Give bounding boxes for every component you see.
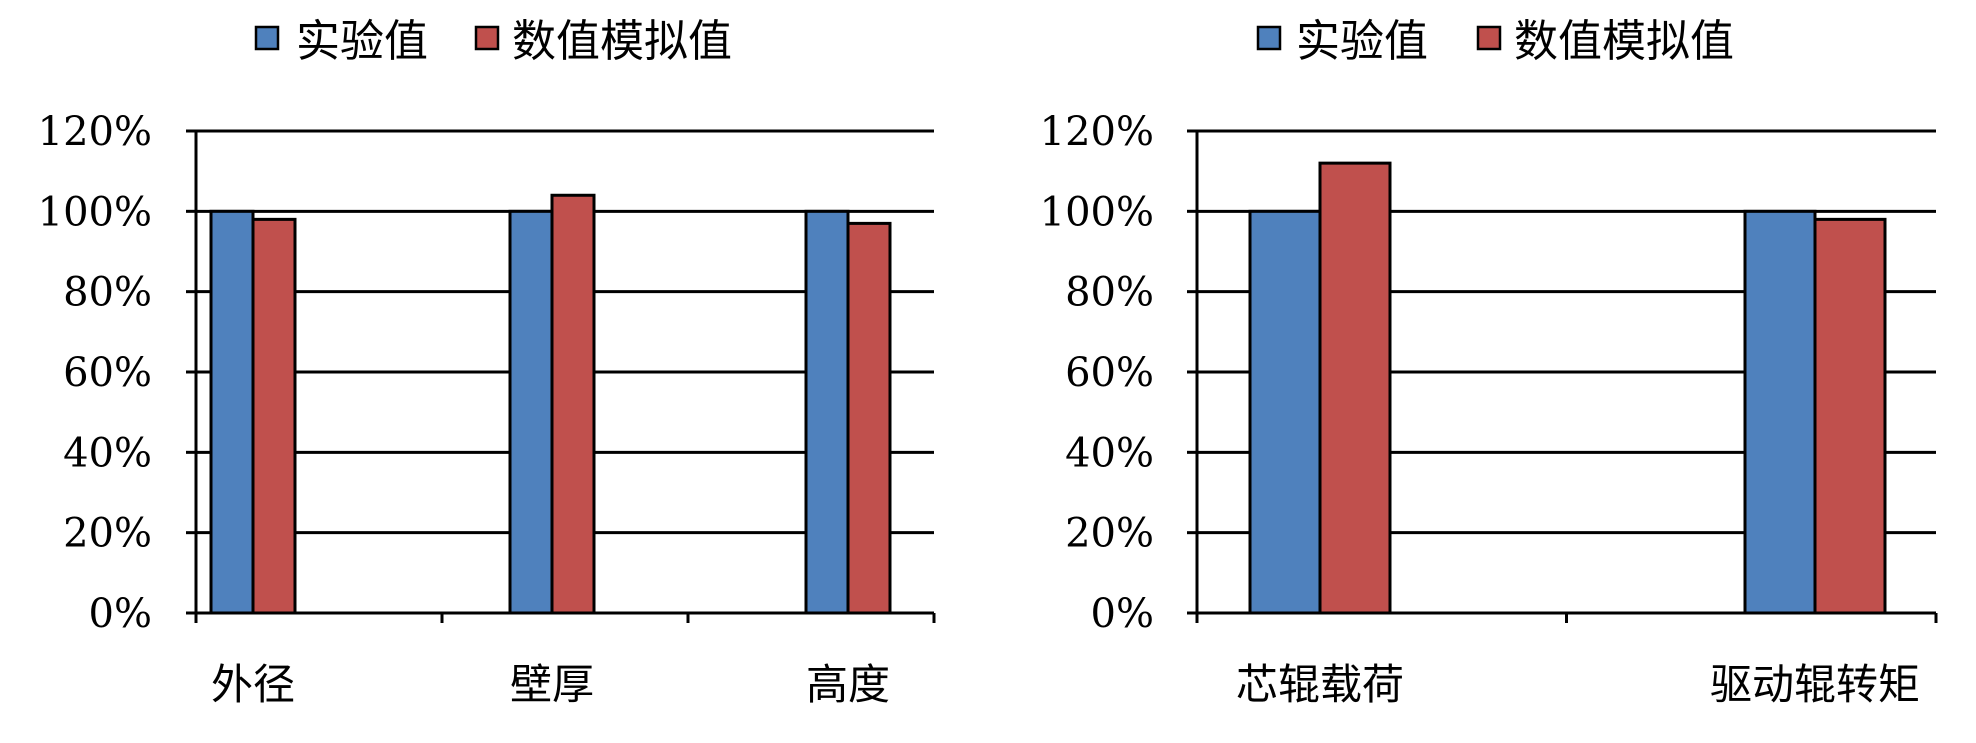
chart2-y-tick-label: 60% bbox=[1065, 350, 1154, 396]
chart1-category-label: 外径 bbox=[211, 660, 295, 709]
chart1-y-tick-label: 60% bbox=[63, 350, 152, 396]
chart2-category-label: 驱动辊转矩 bbox=[1710, 660, 1920, 709]
chart1-legend-label: 实验值 bbox=[296, 16, 428, 67]
chart2-legend-label: 实验值 bbox=[1296, 16, 1428, 67]
chart1-bar bbox=[508, 209, 554, 615]
chart1-category-label: 高度 bbox=[806, 660, 890, 709]
chart2-bar bbox=[1248, 209, 1322, 615]
chart1-category-label: 壁厚 bbox=[510, 660, 594, 709]
chart2-y-tick-label: 0% bbox=[1091, 591, 1154, 637]
chart1-bar bbox=[550, 193, 596, 615]
chart2-bar bbox=[1813, 217, 1887, 615]
chart1-y-tick-label: 80% bbox=[63, 270, 152, 316]
chart2-y-tick-label: 120% bbox=[1040, 109, 1154, 155]
chart2-bar bbox=[1743, 209, 1817, 615]
chart2-legend-swatch bbox=[1256, 25, 1282, 51]
chart2-legend-swatch bbox=[1476, 25, 1502, 51]
chart1-bar bbox=[251, 217, 297, 615]
chart1-bar bbox=[209, 209, 255, 615]
chart1-y-tick-label: 120% bbox=[38, 109, 152, 155]
chart1-bar bbox=[846, 221, 892, 615]
chart1-legend-swatch bbox=[474, 25, 500, 51]
chart2-y-tick-label: 20% bbox=[1065, 511, 1154, 557]
chart1-y-tick-label: 40% bbox=[63, 430, 152, 476]
chart1-legend-swatch bbox=[254, 25, 280, 51]
chart2-category-label: 芯辊载荷 bbox=[1236, 660, 1404, 709]
chart1-bar bbox=[804, 209, 850, 615]
chart2-y-tick-label: 40% bbox=[1065, 430, 1154, 476]
chart2-legend-label: 数值模拟值 bbox=[1514, 16, 1734, 67]
chart2-bar bbox=[1318, 161, 1392, 615]
chart2-y-tick-label: 100% bbox=[1040, 189, 1154, 235]
chart1-y-tick-label: 0% bbox=[89, 591, 152, 637]
chart1-y-tick-label: 100% bbox=[38, 189, 152, 235]
chart1-y-tick-label: 20% bbox=[63, 511, 152, 557]
chart1-legend-label: 数值模拟值 bbox=[512, 16, 732, 67]
chart2-y-tick-label: 80% bbox=[1065, 270, 1154, 316]
